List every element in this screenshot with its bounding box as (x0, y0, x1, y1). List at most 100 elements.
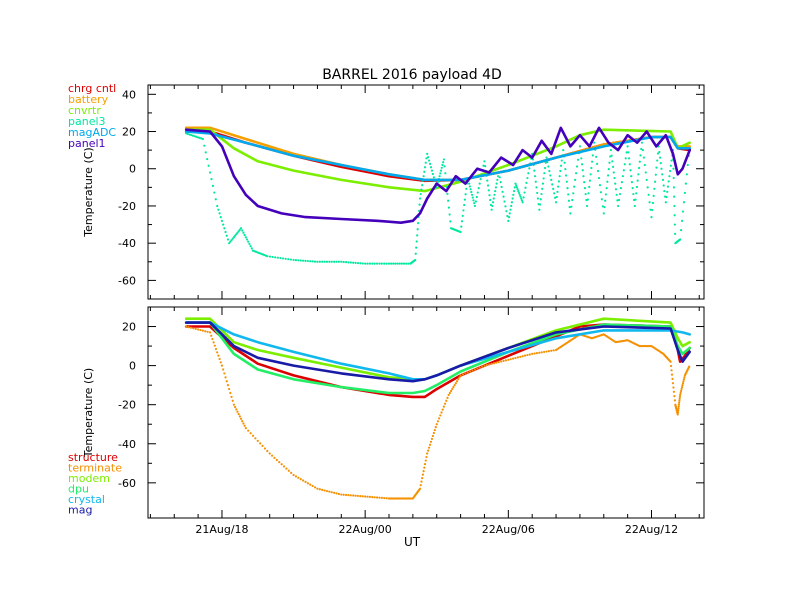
data-point (643, 163, 646, 167)
data-point (309, 260, 312, 263)
data-point (551, 183, 554, 186)
data-point (194, 327, 197, 330)
data-point (544, 161, 547, 164)
data-point (231, 399, 234, 402)
data-point (570, 205, 573, 208)
data-point (241, 229, 244, 232)
data-point (289, 258, 293, 261)
data-point (569, 212, 572, 215)
data-point (230, 239, 233, 242)
data-point (465, 187, 468, 190)
data-point (541, 187, 544, 190)
data-point (538, 208, 541, 211)
data-point (653, 187, 656, 190)
data-point (672, 186, 676, 189)
data-point (238, 228, 241, 231)
data-point (630, 181, 634, 184)
data-point (500, 185, 503, 189)
data-point (648, 201, 651, 204)
data-point (668, 175, 671, 178)
plot-frame (147, 306, 705, 519)
series-line-panel1 (184, 126, 692, 224)
data-point (235, 408, 238, 411)
data-point (512, 193, 515, 196)
data-point (519, 195, 522, 198)
data-point (420, 480, 423, 483)
data-point (236, 410, 239, 413)
data-point (633, 204, 636, 208)
data-point (423, 466, 426, 469)
data-point (232, 236, 236, 239)
data-point (535, 186, 538, 189)
data-point (563, 161, 566, 164)
data-point (521, 355, 524, 358)
data-point (368, 495, 372, 498)
data-point (536, 197, 540, 200)
data-point (478, 182, 481, 185)
data-point (630, 175, 633, 178)
data-point (446, 396, 449, 399)
data-point (556, 190, 559, 193)
data-point (459, 230, 462, 234)
data-point (249, 432, 252, 435)
data-point (323, 489, 326, 492)
data-point (415, 246, 418, 249)
data-point (466, 371, 469, 374)
data-point (201, 137, 204, 141)
data-point (588, 179, 592, 182)
data-point (378, 262, 381, 265)
data-point (428, 446, 431, 449)
data-point (385, 497, 388, 500)
data-point (361, 262, 364, 265)
data-point (225, 234, 228, 237)
data-point (366, 495, 369, 498)
data-point (427, 449, 430, 452)
data-point (212, 341, 215, 344)
data-point (425, 455, 428, 459)
data-point (316, 487, 319, 490)
data-point (254, 437, 257, 440)
data-point (677, 403, 681, 406)
data-point (224, 376, 227, 379)
data-point (330, 260, 333, 263)
data-point (185, 325, 188, 328)
data-point (525, 181, 528, 184)
data-point (457, 378, 460, 381)
data-point (566, 186, 569, 190)
data-point (506, 214, 509, 218)
data-point (407, 262, 410, 265)
data-point (210, 178, 213, 181)
data-point (682, 201, 686, 204)
legend-entry: terminate (68, 462, 122, 475)
data-point (337, 492, 341, 496)
data-point (490, 208, 493, 211)
data-point (651, 201, 655, 205)
data-point (571, 198, 574, 202)
legend-entry: panel3 (68, 115, 106, 128)
data-point (463, 198, 466, 201)
data-point (547, 165, 550, 168)
data-point (538, 203, 542, 206)
data-point (546, 160, 549, 164)
data-point (539, 198, 542, 201)
data-point (238, 415, 241, 418)
data-point (629, 169, 632, 172)
data-point (325, 260, 329, 263)
data-point (304, 259, 307, 262)
data-point (279, 256, 282, 260)
data-point (204, 330, 207, 333)
data-point (380, 496, 383, 499)
data-point (496, 175, 500, 178)
data-point (669, 360, 672, 363)
data-point (683, 191, 687, 195)
data-point (615, 193, 618, 196)
data-point (340, 260, 343, 263)
data-point (667, 180, 670, 183)
data-point (323, 260, 326, 263)
data-point (285, 467, 288, 470)
data-point (495, 182, 498, 185)
data-point (574, 178, 577, 182)
data-point (673, 399, 676, 402)
data-point (422, 175, 425, 178)
data-point (505, 210, 508, 213)
